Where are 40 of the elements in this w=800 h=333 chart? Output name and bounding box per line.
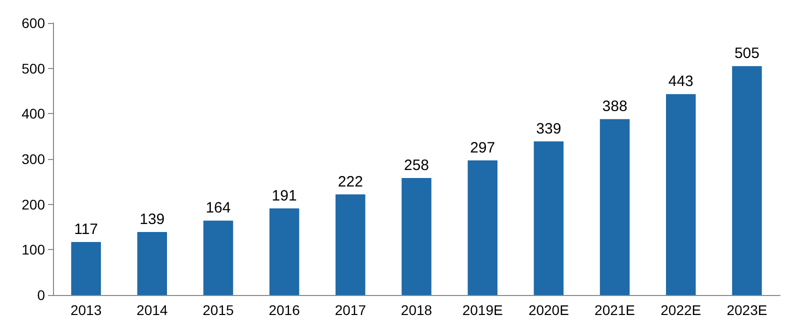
x-tick-label: 2013 — [70, 302, 102, 318]
y-tick-label: 100 — [22, 242, 46, 258]
bar — [600, 119, 630, 295]
data-label: 505 — [734, 45, 760, 62]
data-label: 443 — [668, 73, 694, 90]
x-tick-label: 2019E — [462, 302, 503, 318]
y-tick-label: 400 — [22, 106, 46, 122]
bar — [666, 94, 696, 295]
data-label: 339 — [536, 120, 562, 138]
x-tick-label: 2016 — [268, 302, 300, 318]
x-tick-label: 2014 — [136, 302, 168, 318]
y-tick-label: 200 — [22, 196, 46, 212]
y-tick-label: 0 — [37, 287, 46, 303]
bar — [732, 66, 762, 295]
data-label: 388 — [602, 98, 628, 116]
x-tick-label: 2018 — [400, 302, 432, 318]
data-label: 164 — [206, 200, 231, 217]
bar — [71, 242, 101, 295]
x-tick-label: 2022E — [660, 302, 702, 318]
data-label: 222 — [338, 173, 363, 190]
bar — [402, 178, 432, 295]
data-label: 297 — [470, 139, 496, 156]
data-label: 191 — [272, 187, 297, 204]
x-tick-label: 2015 — [202, 302, 234, 318]
data-label: 139 — [140, 210, 165, 228]
y-tick-label: 500 — [22, 60, 46, 76]
bar — [468, 160, 498, 295]
data-label: 117 — [74, 220, 98, 238]
x-tick-label: 2021E — [594, 302, 636, 318]
bar — [336, 194, 366, 295]
bar — [269, 208, 300, 295]
x-tick-label: 2020E — [528, 302, 569, 318]
x-tick-label: 2023E — [726, 302, 768, 318]
data-label: 258 — [404, 157, 430, 174]
x-tick-label: 2017 — [334, 302, 366, 318]
bar — [137, 232, 168, 295]
y-tick-label: 300 — [22, 151, 46, 167]
bar — [534, 141, 564, 295]
y-tick-label: 600 — [22, 15, 46, 31]
bar — [203, 220, 234, 295]
